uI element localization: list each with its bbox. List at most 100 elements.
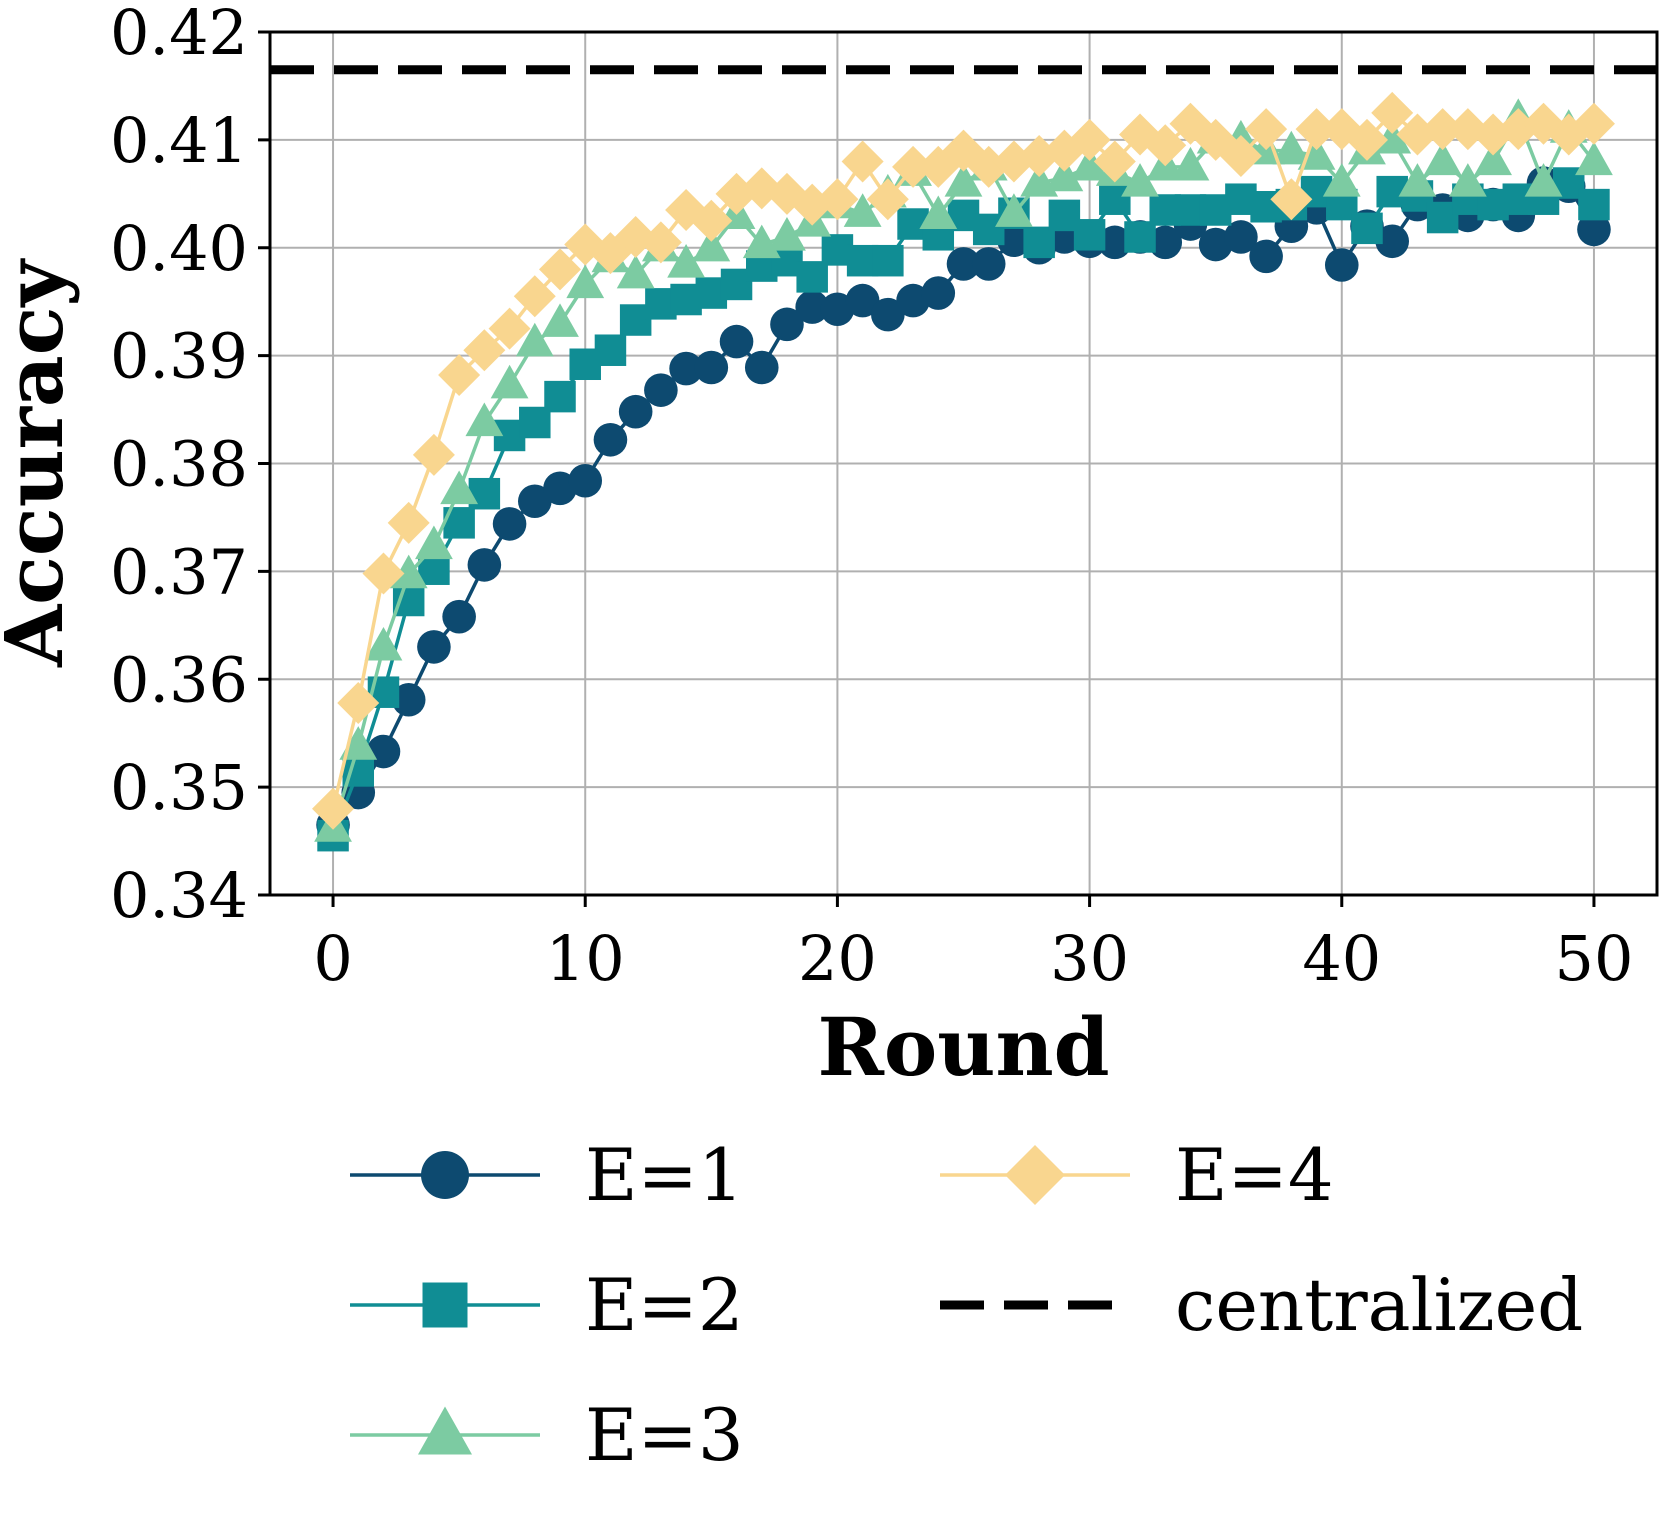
- data-point: [845, 283, 880, 318]
- data-point: [513, 275, 556, 318]
- data-point: [644, 373, 678, 407]
- data-point: [594, 334, 627, 366]
- data-point: [796, 261, 828, 293]
- data-point: [690, 199, 733, 242]
- data-point: [392, 584, 425, 617]
- data-point: [442, 599, 476, 634]
- data-point: [1198, 227, 1233, 262]
- data-point: [1375, 224, 1410, 259]
- data-point: [566, 264, 605, 299]
- legend-item-E=3: E=3: [350, 1393, 744, 1477]
- data-point: [1322, 163, 1361, 197]
- data-point: [872, 244, 904, 277]
- data-point: [843, 193, 882, 227]
- y-tick-label: 0.35: [110, 751, 248, 824]
- y-tick-label: 0.41: [110, 104, 248, 177]
- data-point: [1023, 226, 1055, 259]
- data-point: [1148, 225, 1183, 260]
- data-point: [339, 726, 378, 760]
- legend-marker: [1005, 1145, 1065, 1205]
- data-point: [415, 525, 453, 560]
- y-tick-label: 0.40: [110, 212, 248, 285]
- data-point: [543, 471, 577, 506]
- data-point: [667, 243, 705, 278]
- data-point: [1297, 136, 1336, 170]
- legend-item-E=1: E=1: [350, 1133, 744, 1217]
- y-tick-label: 0.37: [110, 535, 248, 608]
- data-point: [896, 283, 930, 318]
- data-point: [1577, 212, 1611, 247]
- data-point: [1448, 163, 1487, 197]
- data-point: [995, 193, 1033, 227]
- legend-label: E=4: [1175, 1133, 1334, 1217]
- data-point: [539, 248, 582, 291]
- data-point: [1224, 220, 1258, 254]
- data-point: [841, 140, 884, 183]
- data-point: [692, 227, 731, 262]
- data-point: [768, 217, 806, 251]
- data-point: [488, 307, 531, 350]
- data-point: [387, 501, 430, 544]
- data-point: [362, 552, 405, 595]
- data-point: [468, 477, 501, 510]
- data-point: [1073, 219, 1106, 251]
- data-point: [744, 350, 779, 385]
- legend-label: E=3: [585, 1393, 744, 1477]
- data-point: [417, 630, 451, 664]
- data-point: [412, 433, 455, 476]
- data-point: [1045, 157, 1084, 192]
- data-point: [593, 422, 628, 457]
- data-point: [1124, 221, 1156, 253]
- data-point: [944, 163, 983, 197]
- legend-marker: [421, 1151, 469, 1199]
- y-tick-label: 0.39: [110, 320, 248, 393]
- x-tick-label: 20: [798, 922, 877, 995]
- data-point: [312, 787, 355, 830]
- data-point: [1144, 124, 1187, 167]
- x-tick-label: 10: [546, 922, 625, 995]
- data-point: [492, 507, 527, 541]
- y-tick-labels: 0.34 0.35 0.36 0.37 0.38 0.39 0.40 0.41 0.42: [110, 0, 270, 932]
- data-point: [971, 247, 1006, 281]
- data-point: [517, 484, 552, 519]
- data-point: [1345, 118, 1388, 161]
- data-point: [946, 247, 981, 281]
- data-point: [919, 195, 958, 230]
- data-point: [871, 297, 905, 332]
- data-point: [1169, 102, 1212, 145]
- legend-label: E=1: [585, 1133, 744, 1217]
- data-point: [1423, 141, 1462, 176]
- data-point: [618, 394, 653, 429]
- data-point: [1093, 140, 1136, 183]
- legend-item-E=4: E=4: [940, 1133, 1334, 1217]
- data-point: [541, 303, 579, 337]
- data-point: [669, 351, 703, 386]
- data-point: [1270, 178, 1313, 221]
- legend: E=1 E=2 E=3 E=4 centralized: [350, 1133, 1583, 1477]
- data-point: [544, 380, 576, 413]
- data-point: [568, 463, 603, 498]
- y-tick-label: 0.36: [110, 643, 248, 716]
- data-point: [719, 324, 754, 359]
- data-point: [391, 682, 426, 717]
- legend-label: E=2: [585, 1263, 744, 1347]
- x-tick-label: 50: [1555, 922, 1634, 995]
- data-point: [1121, 163, 1159, 197]
- legend-marker: [418, 1406, 472, 1455]
- data-point: [1099, 183, 1131, 215]
- data-point: [1068, 118, 1111, 161]
- data-point: [639, 221, 682, 264]
- y-axis-title: Accuracy: [0, 258, 81, 668]
- data-point: [992, 140, 1035, 183]
- data-point: [337, 681, 380, 724]
- data-point: [1098, 225, 1132, 260]
- data-point: [438, 354, 481, 397]
- data-point: [1249, 239, 1283, 274]
- data-point: [1524, 163, 1563, 197]
- data-point: [490, 364, 529, 399]
- data-point: [463, 329, 506, 372]
- legend-label: centralized: [1175, 1263, 1583, 1347]
- legend-item-centralized: centralized: [940, 1263, 1583, 1347]
- data-point: [616, 254, 655, 289]
